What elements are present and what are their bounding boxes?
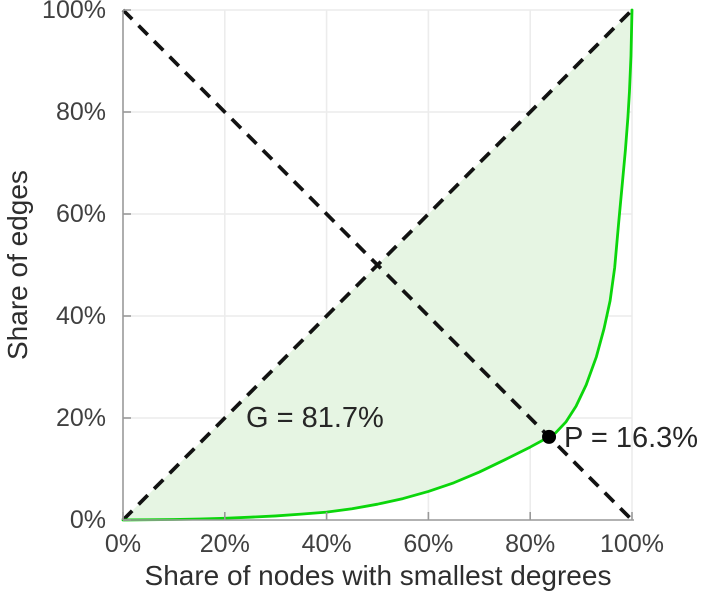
y-tick-label: 0% xyxy=(69,506,106,534)
y-tick-label: 60% xyxy=(55,200,106,228)
y-tick-label: 100% xyxy=(42,0,106,24)
y-axis-title: Share of edges xyxy=(2,170,33,360)
x-tick-label: 0% xyxy=(104,530,142,558)
x-tick-label: 80% xyxy=(505,530,556,558)
y-tick-label: 20% xyxy=(55,404,106,432)
p-value-label: P = 16.3% xyxy=(564,422,699,454)
gini-value-label: G = 81.7% xyxy=(246,402,384,434)
x-tick-label: 60% xyxy=(403,530,454,558)
intersection-point xyxy=(542,429,557,444)
x-axis-title: Share of nodes with smallest degrees xyxy=(144,560,612,591)
lorenz-curve xyxy=(121,8,634,522)
x-tick-label: 100% xyxy=(600,530,664,558)
x-tick-label: 20% xyxy=(199,530,250,558)
y-tick-label: 80% xyxy=(55,98,106,126)
x-tick-label: 40% xyxy=(301,530,352,558)
y-tick-label: 40% xyxy=(55,302,106,330)
